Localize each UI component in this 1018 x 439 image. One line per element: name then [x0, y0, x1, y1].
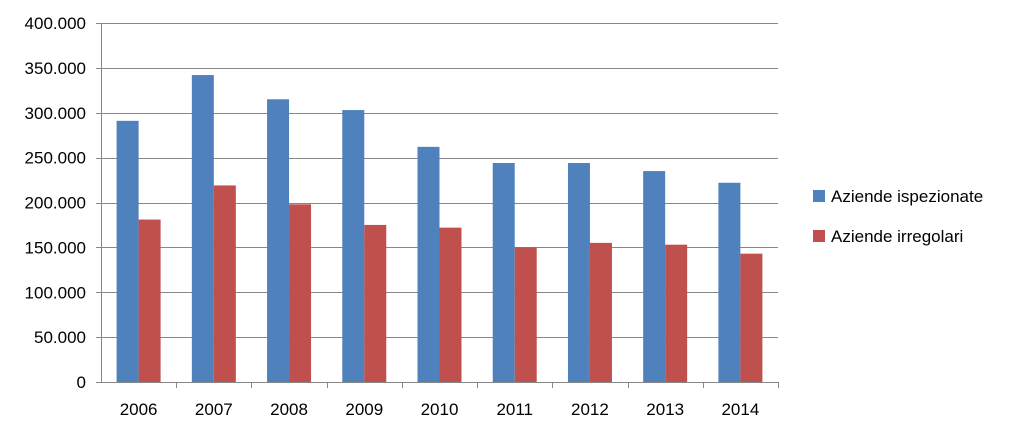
- bar-irregolari-2008: [289, 204, 312, 382]
- x-tick-label: 2011: [496, 400, 533, 419]
- bar-irregolari-2009: [364, 224, 387, 382]
- bar-irregolari-2011: [514, 247, 537, 382]
- legend-label: Aziende ispezionate: [831, 187, 983, 206]
- x-tick-label: 2008: [270, 400, 308, 419]
- bar-ispezionate-2012: [567, 163, 590, 382]
- bar-irregolari-2006: [138, 219, 161, 382]
- bar-ispezionate-2009: [342, 110, 365, 383]
- x-tick-label: 2014: [721, 400, 759, 419]
- x-tick-labels: 2006 2007 2008 2009 2010 2011 2012 2013 2014: [120, 400, 760, 419]
- x-tick-label: 2009: [345, 400, 383, 419]
- y-tick-label: 350.000: [25, 59, 86, 78]
- bars: [116, 75, 763, 383]
- y-tick-label: 150.000: [25, 238, 86, 257]
- x-tick-label: 2013: [646, 400, 684, 419]
- bar-irregolari-2007: [213, 185, 236, 382]
- x-tick-label: 2012: [571, 400, 609, 419]
- bar-ispezionate-2014: [718, 182, 741, 382]
- y-tick-label: 200.000: [25, 194, 86, 213]
- bar-irregolari-2012: [589, 242, 612, 382]
- bar-ispezionate-2013: [643, 171, 666, 382]
- x-tick-label: 2010: [421, 400, 459, 419]
- bar-ispezionate-2006: [116, 120, 139, 382]
- y-tick-label: 300.000: [25, 104, 86, 123]
- legend: Aziende ispezionate Aziende irregolari: [813, 187, 983, 246]
- bar-irregolari-2013: [665, 244, 688, 382]
- bar-ispezionate-2007: [191, 75, 214, 383]
- legend-label: Aziende irregolari: [831, 227, 963, 246]
- y-tick-label: 100.000: [25, 283, 86, 302]
- bar-irregolari-2014: [740, 253, 763, 382]
- y-tick-label: 0: [77, 373, 86, 392]
- legend-swatch: [813, 190, 825, 202]
- y-tick-labels: 0 50.000 100.000 150.000 200.000 250.000 300.0…: [25, 14, 86, 392]
- y-tick-label: 250.000: [25, 149, 86, 168]
- legend-swatch: [813, 230, 825, 242]
- bar-ispezionate-2011: [492, 163, 515, 382]
- y-tick-label: 50.000: [34, 328, 86, 347]
- bar-ispezionate-2008: [267, 99, 290, 382]
- bar-irregolari-2010: [439, 227, 462, 382]
- x-tick-label: 2007: [195, 400, 233, 419]
- bar-ispezionate-2010: [417, 146, 440, 382]
- y-tick-label: 400.000: [25, 14, 86, 33]
- axes: [96, 23, 779, 388]
- x-tick-label: 2006: [120, 400, 158, 419]
